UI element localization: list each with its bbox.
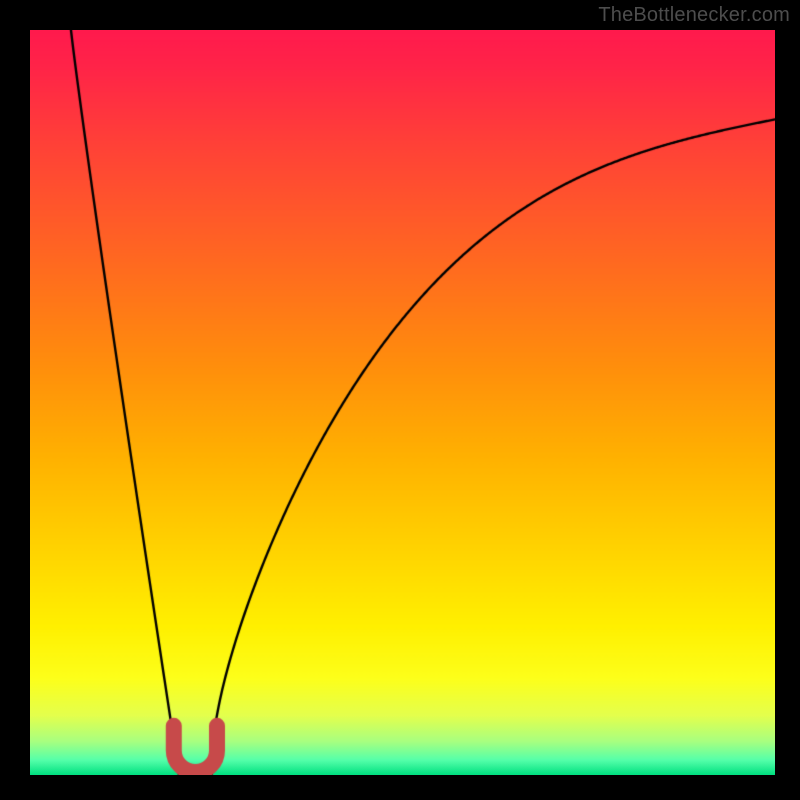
bottleneck-chart <box>30 30 775 775</box>
watermark-label: TheBottlenecker.com <box>598 4 790 27</box>
bottleneck-chart-canvas <box>30 30 775 775</box>
